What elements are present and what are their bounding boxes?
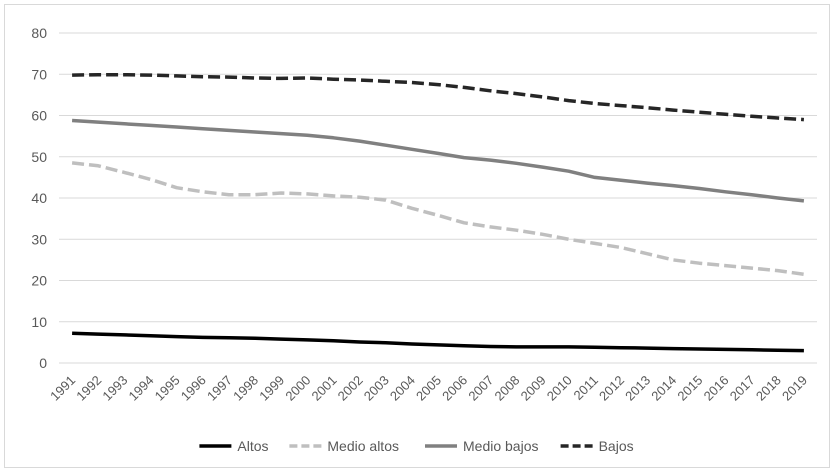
- legend-label: Altos: [237, 438, 268, 454]
- x-tick-label: 1995: [152, 373, 183, 404]
- legend-label: Bajos: [599, 438, 634, 454]
- y-axis: 0 10 20 30 40 50 60 70 80: [31, 25, 47, 371]
- series-line-medio-altos: [71, 161, 805, 277]
- y-tick-label: 20: [31, 273, 47, 289]
- x-tick-label: 2016: [701, 373, 732, 404]
- legend-item: Bajos: [560, 438, 634, 454]
- x-tick-label: 2006: [439, 373, 470, 404]
- x-tick-label: 1992: [73, 373, 104, 404]
- series-line-altos: [72, 331, 804, 353]
- x-axis: 1991199219931994199519961997199819992000…: [47, 373, 810, 404]
- series-line-medio-bajos: [71, 118, 805, 203]
- x-tick-label: 1999: [256, 373, 287, 404]
- x-tick-label: 2008: [491, 373, 522, 404]
- x-tick-label: 1991: [47, 373, 78, 404]
- legend-item: Medio bajos: [425, 438, 539, 454]
- legend-label: Medio altos: [327, 438, 399, 454]
- series-line-bajos: [72, 72, 805, 122]
- gridlines: [59, 32, 817, 364]
- x-tick-label: 2012: [596, 373, 627, 404]
- y-tick-label: 70: [31, 66, 47, 82]
- x-tick-label: 2011: [571, 373, 601, 403]
- x-tick-label: 1997: [204, 373, 235, 404]
- legend-item: Altos: [199, 438, 269, 454]
- x-tick-label: 2018: [753, 373, 784, 404]
- x-tick-label: 2017: [727, 373, 758, 404]
- y-tick-label: 80: [31, 25, 47, 41]
- x-tick-label: 2002: [335, 373, 366, 404]
- x-tick-label: 2003: [361, 373, 392, 404]
- legend-item: Medio altos: [289, 438, 399, 454]
- x-tick-label: 2001: [309, 373, 340, 404]
- x-tick-label: 1998: [230, 373, 261, 404]
- chart-frame: 0 10 20 30 40 50 60 70 80 1991 1992 1993 1994 1995 19…: [4, 4, 830, 468]
- x-tick-label: 2000: [282, 373, 313, 404]
- x-tick-label: 1996: [178, 373, 209, 404]
- series-lines: [71, 72, 805, 353]
- x-tick-label: 2009: [518, 373, 549, 404]
- y-tick-label: 0: [39, 355, 47, 371]
- y-tick-label: 10: [31, 314, 47, 330]
- legend-label: Medio bajos: [463, 438, 539, 454]
- x-tick-label: 1994: [126, 373, 157, 404]
- x-tick-label: 2004: [387, 373, 418, 404]
- x-tick-label: 2013: [622, 373, 653, 404]
- x-tick-label: 2014: [648, 373, 679, 404]
- y-tick-label: 30: [31, 231, 47, 247]
- y-tick-label: 60: [31, 108, 47, 124]
- legend: Altos Medio altos Medio bajos Bajos: [199, 438, 634, 454]
- x-tick-label: 2010: [544, 373, 575, 404]
- y-tick-label: 40: [31, 190, 47, 206]
- x-tick-label: 2005: [413, 373, 444, 404]
- x-tick-label: 1993: [99, 373, 130, 404]
- x-tick-label: 2007: [465, 373, 496, 404]
- y-tick-label: 50: [31, 149, 47, 165]
- x-tick-label: 2019: [779, 373, 810, 404]
- x-tick-label: 2015: [674, 373, 705, 404]
